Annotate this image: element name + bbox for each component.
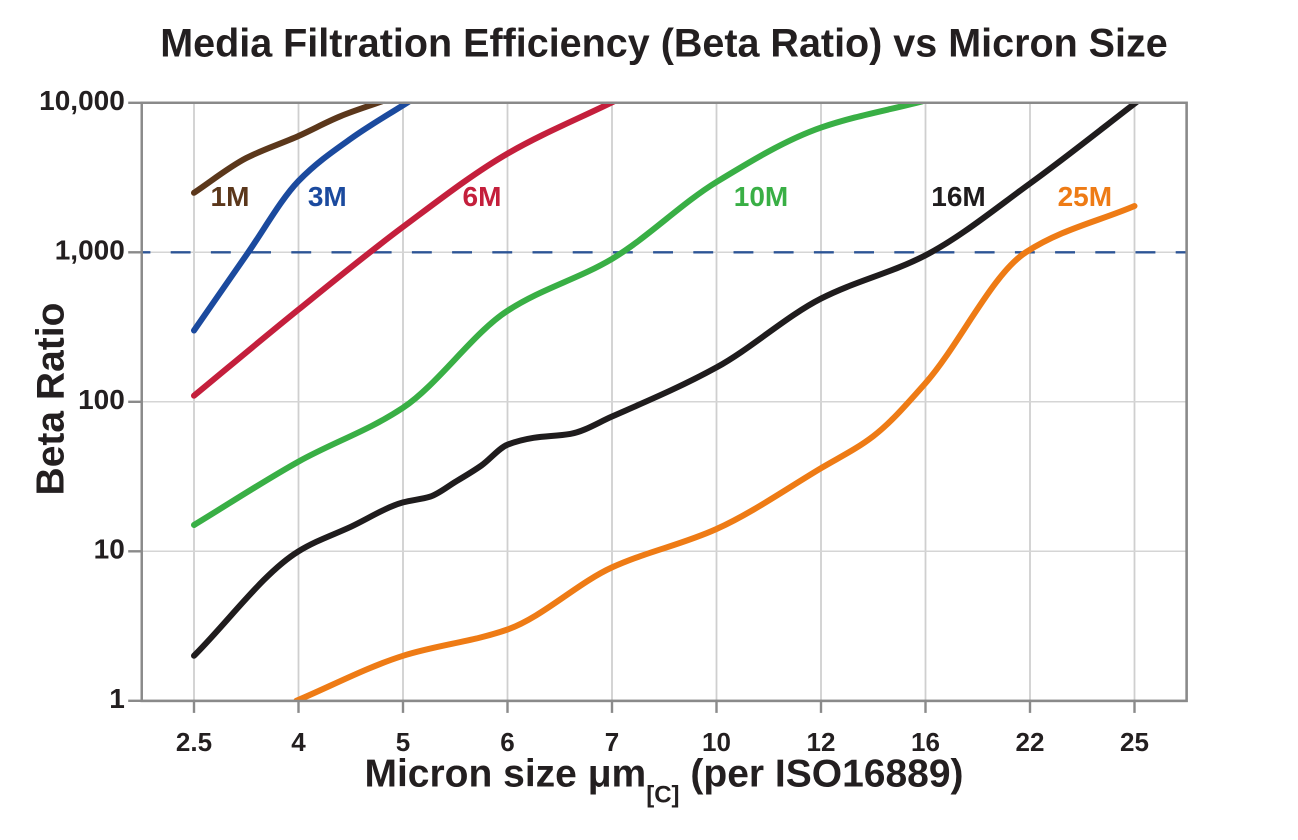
svg-text:22: 22 [1016, 727, 1045, 757]
svg-text:1: 1 [109, 683, 125, 714]
svg-text:12: 12 [807, 727, 836, 757]
svg-text:10,000: 10,000 [39, 85, 125, 116]
svg-text:1,000: 1,000 [55, 235, 125, 266]
svg-text:16M: 16M [931, 181, 985, 212]
svg-text:7: 7 [605, 727, 619, 757]
svg-text:3M: 3M [308, 181, 347, 212]
svg-text:10: 10 [94, 534, 125, 565]
svg-text:10: 10 [702, 727, 731, 757]
svg-text:Media Filtration Efficiency (B: Media Filtration Efficiency (Beta Ratio)… [160, 22, 1167, 66]
svg-text:4: 4 [291, 727, 306, 757]
svg-text:10M: 10M [734, 181, 788, 212]
svg-text:100: 100 [78, 384, 125, 415]
svg-text:25M: 25M [1058, 181, 1112, 212]
svg-text:25: 25 [1120, 727, 1149, 757]
svg-text:6: 6 [500, 727, 514, 757]
svg-text:5: 5 [396, 727, 410, 757]
svg-text:16: 16 [911, 727, 940, 757]
svg-text:2.5: 2.5 [176, 727, 212, 757]
svg-text:6M: 6M [463, 181, 502, 212]
svg-text:Beta Ratio: Beta Ratio [30, 303, 73, 496]
svg-text:1M: 1M [211, 181, 250, 212]
